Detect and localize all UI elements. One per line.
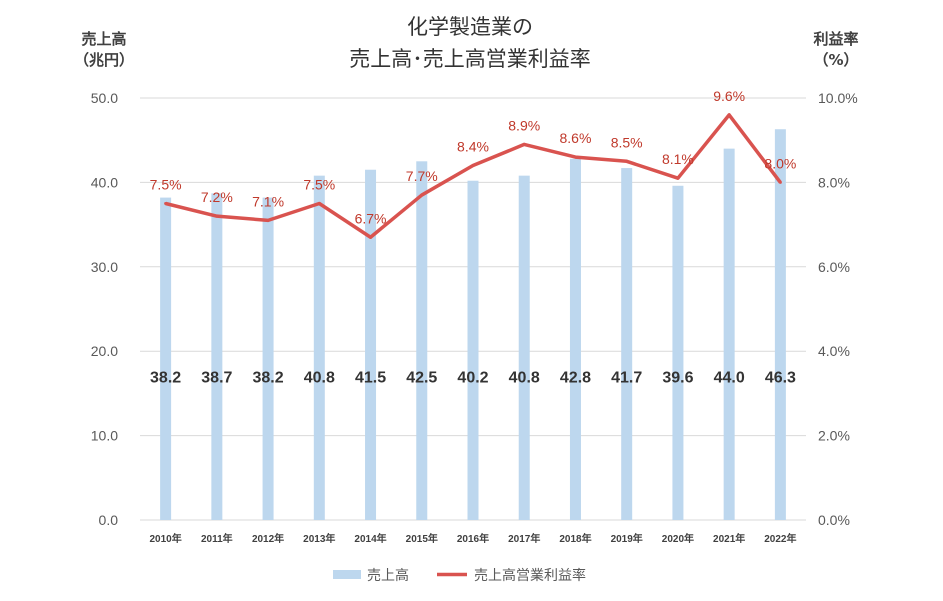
- bar-data-label: 38.2: [253, 370, 284, 387]
- y-left-tick-label: 40.0: [91, 174, 118, 190]
- x-tick-label: 2016年: [457, 532, 489, 545]
- chart-title-line-2: 売上高･売上高営業利益率: [349, 47, 591, 71]
- x-tick-label: 2012年: [252, 532, 284, 545]
- x-tick-label: 2020年: [662, 532, 694, 545]
- line-data-label: 8.5%: [611, 134, 643, 150]
- chart-title: 化学製造業の 売上高･売上高営業利益率: [349, 15, 591, 71]
- bar: [621, 168, 633, 520]
- bar-data-label: 42.8: [560, 370, 591, 387]
- x-tick-label: 2011年: [201, 532, 233, 545]
- y-left-tick-label: 30.0: [91, 259, 118, 275]
- y-right-ticks: 0.0% 2.0% 4.0% 6.0% 8.0% 10.0%: [818, 90, 858, 528]
- bar: [211, 193, 223, 520]
- bar: [518, 175, 530, 520]
- y-right-tick-label: 6.0%: [818, 259, 850, 275]
- line-data-label: 8.6%: [560, 130, 592, 146]
- chart-title-line-1: 化学製造業の: [407, 15, 533, 39]
- x-tick-label: 2019年: [611, 532, 643, 545]
- x-ticks: 2010年 2011年 2012年 2013年 2014年 2015年 2016年 2017年…: [149, 532, 796, 545]
- line-point: [676, 176, 680, 180]
- line-point: [471, 164, 475, 168]
- bar: [313, 175, 325, 520]
- bar-data-label: 40.2: [457, 370, 488, 387]
- line-data-label: 7.5%: [303, 177, 335, 193]
- legend-label-bar: 売上高: [367, 567, 409, 584]
- x-tick-label: 2021年: [713, 532, 745, 545]
- bar-data-label: 40.8: [509, 370, 540, 387]
- y-right-tick-label: 8.0%: [818, 174, 850, 190]
- legend-swatch-bar: [333, 570, 361, 579]
- bar-data-label: 46.3: [765, 370, 796, 387]
- line-data-label: 8.9%: [508, 117, 540, 133]
- x-tick-label: 2013年: [303, 532, 335, 545]
- y-left-tick-label: 50.0: [91, 90, 118, 106]
- legend-label-line: 売上高営業利益率: [474, 567, 586, 584]
- legend: 売上高 売上高営業利益率: [333, 567, 586, 584]
- bar-labels: 38.2 38.7 38.2 40.8 41.5 42.5 40.2 40.8 42.8 41.7…: [150, 370, 796, 387]
- bar-data-label: 41.7: [611, 370, 642, 387]
- bar: [262, 197, 274, 521]
- line-data-label: 8.1%: [662, 151, 694, 167]
- y-left-tick-label: 0.0: [99, 512, 119, 528]
- bar-data-label: 41.5: [355, 370, 386, 387]
- y-left-title-line-1: 売上高: [81, 30, 126, 48]
- y-left-tick-label: 10.0: [91, 428, 118, 444]
- bar-data-label: 38.7: [201, 370, 232, 387]
- x-tick-label: 2014年: [354, 532, 386, 545]
- bar: [416, 161, 428, 521]
- line-point: [522, 142, 526, 146]
- x-tick-label: 2022年: [764, 532, 796, 545]
- bar-data-label: 39.6: [662, 370, 693, 387]
- line-data-label: 8.0%: [764, 155, 796, 171]
- line-data-label: 7.7%: [406, 168, 438, 184]
- x-tick-label: 2010年: [149, 532, 181, 545]
- y-right-tick-label: 10.0%: [818, 90, 858, 106]
- line-point: [369, 235, 373, 239]
- bar: [160, 197, 172, 521]
- line-data-label: 7.1%: [252, 193, 284, 209]
- bar: [672, 185, 684, 520]
- y-right-tick-label: 2.0%: [818, 428, 850, 444]
- line-point: [266, 218, 270, 222]
- bar: [467, 180, 479, 520]
- line-point: [317, 202, 321, 205]
- y-right-tick-label: 4.0%: [818, 343, 850, 359]
- bar: [774, 129, 786, 520]
- line-point: [573, 155, 577, 159]
- line-point: [420, 193, 424, 197]
- y-right-title-line-2: （%）: [813, 51, 858, 69]
- bar-data-label: 40.8: [304, 370, 335, 387]
- line-point: [164, 202, 168, 205]
- bar-series: [160, 129, 786, 521]
- y-left-title-line-2: （兆円）: [74, 51, 134, 69]
- bar-data-label: 44.0: [714, 370, 745, 387]
- bar: [723, 148, 735, 520]
- y-left-ticks: 0.0 10.0 20.0 30.0 40.0 50.0: [91, 90, 118, 528]
- bar: [365, 169, 377, 521]
- y-left-tick-label: 20.0: [91, 343, 118, 359]
- line-point: [727, 113, 731, 117]
- y-right-tick-label: 0.0%: [818, 512, 850, 528]
- bar-data-label: 42.5: [406, 370, 437, 387]
- bar: [569, 158, 581, 520]
- x-tick-label: 2017年: [508, 532, 540, 545]
- line-data-label: 7.5%: [150, 177, 182, 193]
- line-labels: 7.5% 7.2% 7.1% 7.5% 6.7% 7.7% 8.4% 8.9% 8.6% 8.5%…: [150, 88, 797, 226]
- bar-data-label: 38.2: [150, 370, 181, 387]
- line-data-label: 6.7%: [355, 210, 387, 226]
- line-data-label: 9.6%: [713, 88, 745, 104]
- line-data-label: 8.4%: [457, 139, 489, 155]
- line-point: [215, 214, 219, 218]
- line-point: [778, 180, 782, 184]
- x-tick-label: 2015年: [406, 532, 438, 545]
- line-data-label: 7.2%: [201, 189, 233, 205]
- y-right-title-line-1: 利益率: [813, 30, 858, 48]
- line-series: [164, 113, 782, 240]
- line-point: [625, 159, 629, 163]
- x-tick-label: 2018年: [559, 532, 591, 545]
